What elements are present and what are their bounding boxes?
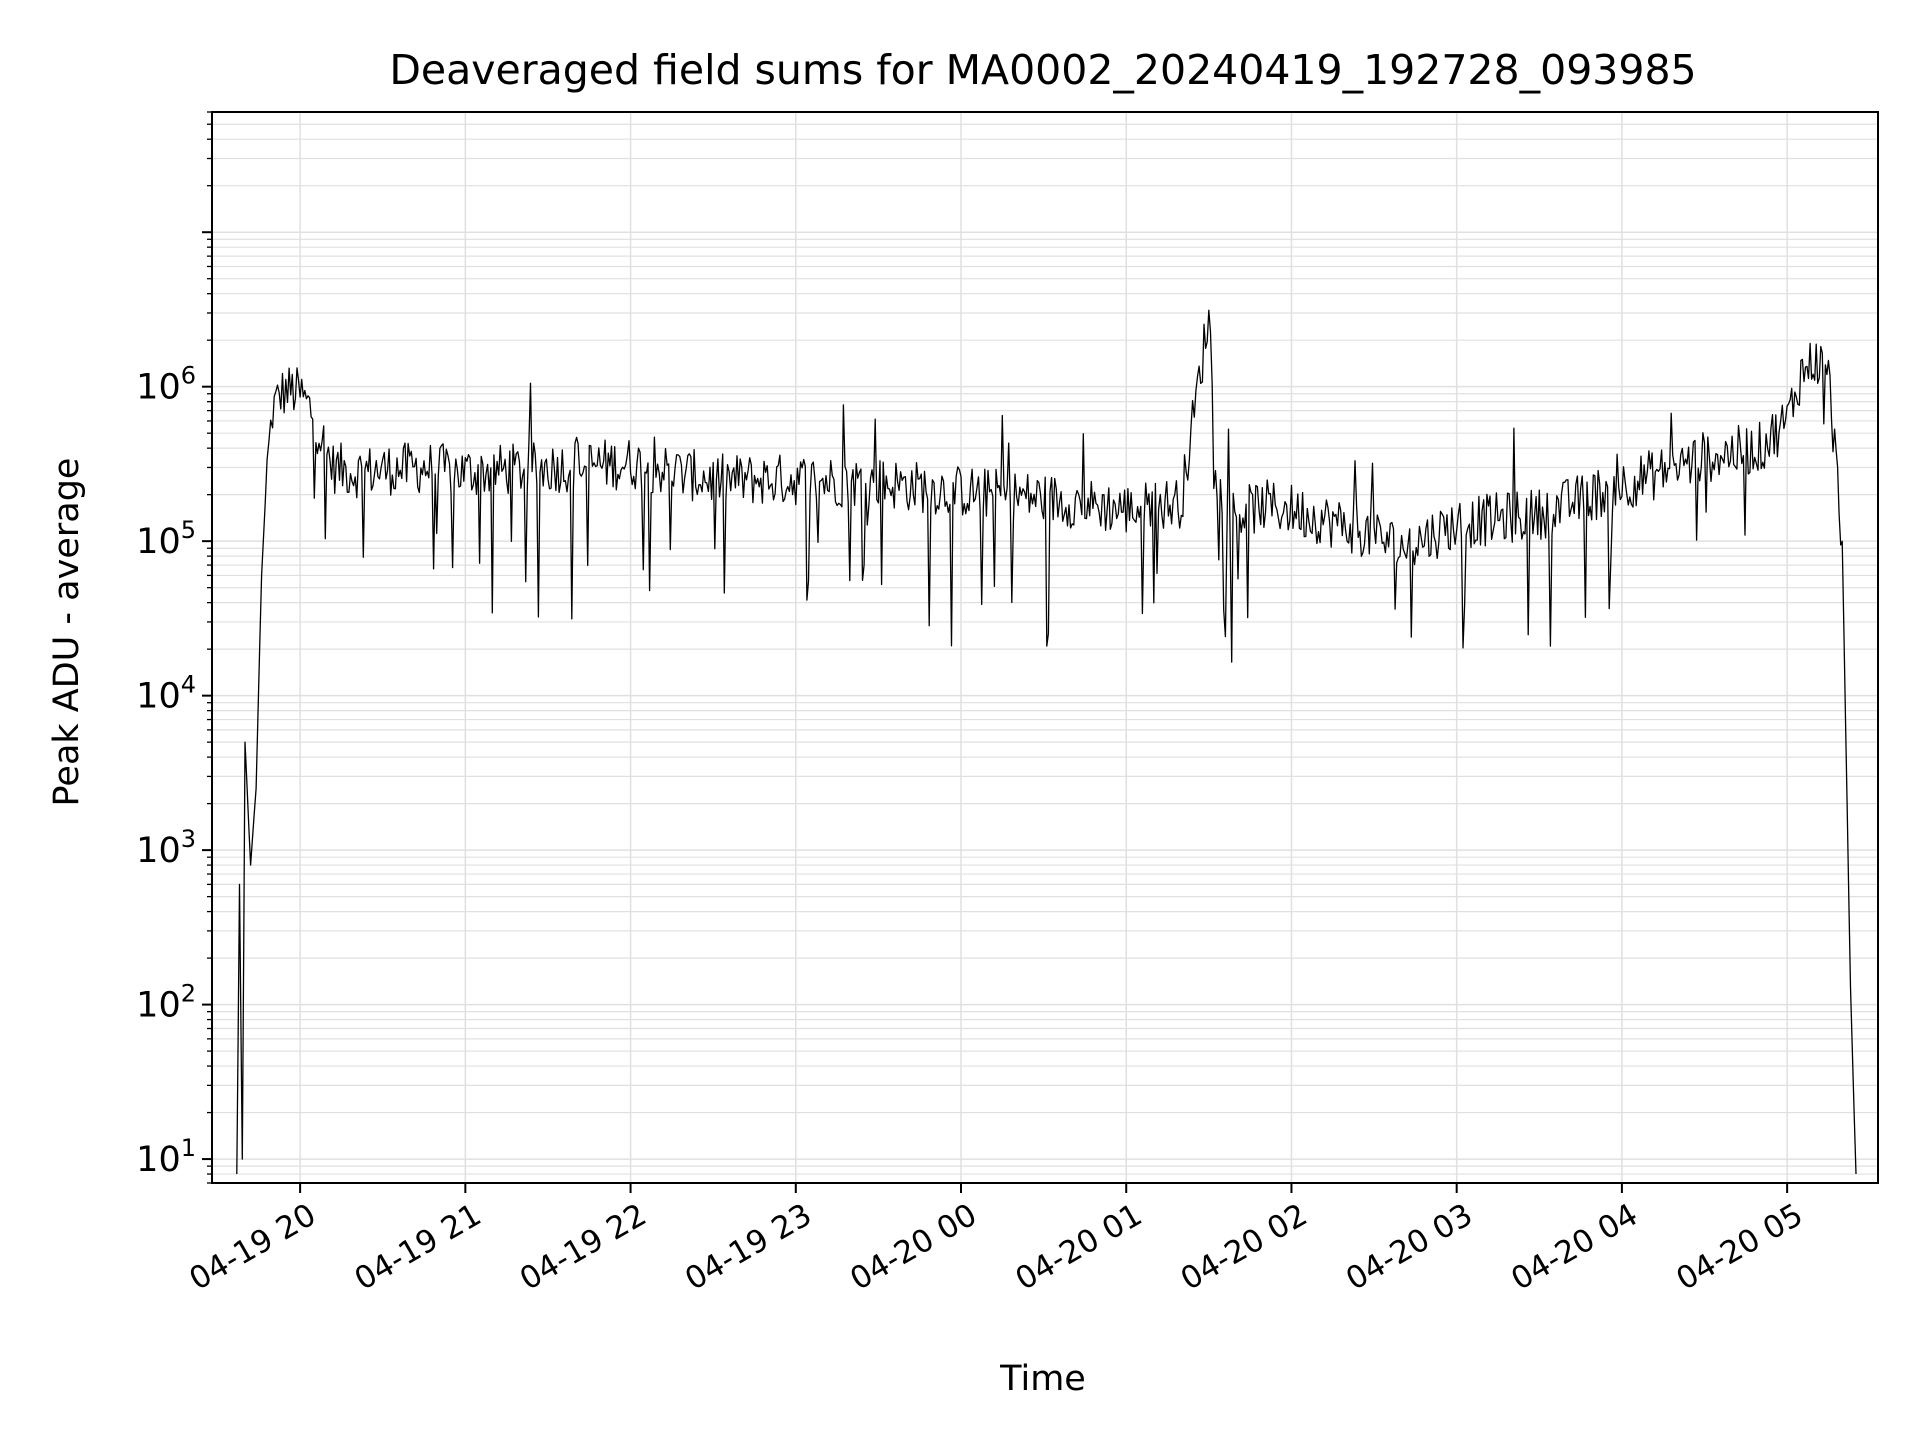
y-axis-ticks: 101 102 103 104 105 106 bbox=[136, 111, 212, 1184]
y-tick-label: 104 bbox=[136, 671, 196, 717]
plot-frame bbox=[211, 111, 1879, 1184]
y-tick-label: 102 bbox=[136, 980, 196, 1026]
y-tick-label: 101 bbox=[136, 1134, 196, 1180]
series-line bbox=[236, 309, 1857, 1175]
y-tick-label: 103 bbox=[136, 825, 196, 871]
y-tick-label: 105 bbox=[136, 516, 196, 562]
chart-title: Deaveraged field sums for MA0002_2024041… bbox=[389, 46, 1696, 94]
y-tick-label: 106 bbox=[136, 362, 196, 408]
x-axis-label: Time bbox=[999, 1359, 1086, 1399]
y-axis-label: Peak ADU - average bbox=[47, 458, 87, 807]
